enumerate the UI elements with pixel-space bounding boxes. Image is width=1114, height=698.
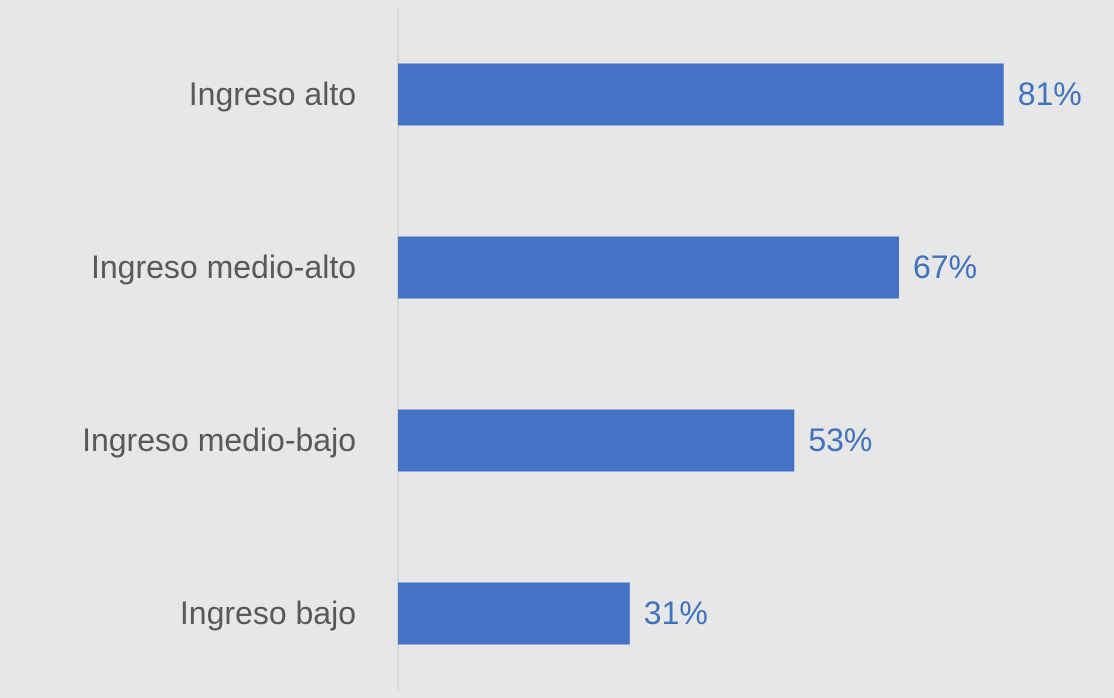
category-label: Ingreso medio-bajo [82,422,356,458]
value-label: 67% [913,249,977,285]
category-label: Ingreso alto [189,76,356,112]
bar [398,582,630,645]
category-label: Ingreso medio-alto [91,249,356,285]
bar [398,409,795,472]
bar [398,236,900,299]
value-label: 53% [808,422,872,458]
category-label: Ingreso bajo [180,595,356,631]
bar [398,63,1004,126]
value-label: 31% [644,595,708,631]
value-label: 81% [1018,76,1082,112]
